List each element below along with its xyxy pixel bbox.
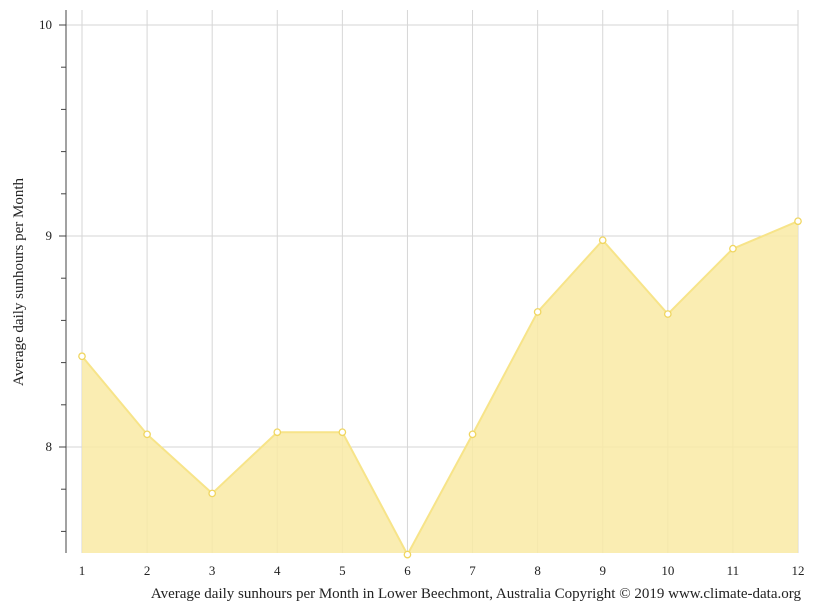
data-point: [468, 430, 477, 439]
y-tick-label: 8: [46, 439, 53, 454]
x-tick-label: 11: [727, 563, 740, 578]
axes: [59, 10, 67, 553]
x-tick-label: 2: [144, 563, 151, 578]
area-fill: [82, 221, 798, 555]
x-tick-label: 4: [274, 563, 281, 578]
x-tick-label: 5: [339, 563, 346, 578]
x-tick-label: 3: [209, 563, 216, 578]
data-markers: [78, 217, 802, 559]
y-axis-title: Average daily sunhours per Month: [11, 178, 27, 387]
data-point: [794, 217, 802, 226]
x-tick-label: 8: [534, 563, 541, 578]
data-point: [663, 310, 672, 318]
data-point: [403, 550, 412, 559]
data-point: [598, 236, 607, 245]
data-point: [533, 308, 542, 316]
data-point: [338, 428, 347, 437]
area-series: [81, 220, 799, 557]
series-line: [81, 220, 799, 557]
x-tick-label: 6: [404, 563, 411, 578]
x-tick-label: 12: [792, 563, 805, 578]
data-point: [729, 244, 737, 253]
data-point: [273, 428, 282, 437]
x-tick-label: 1: [79, 563, 86, 578]
data-point: [143, 430, 151, 439]
x-tick-label: 10: [661, 563, 674, 578]
x-tick-label: 9: [599, 563, 606, 578]
data-point: [78, 352, 86, 361]
y-tick-label: 9: [46, 228, 53, 243]
data-point: [208, 489, 217, 498]
y-tick-label: 10: [39, 17, 52, 32]
chart-caption: Average daily sunhours per Month in Lowe…: [151, 586, 802, 602]
x-tick-label: 7: [469, 563, 476, 578]
